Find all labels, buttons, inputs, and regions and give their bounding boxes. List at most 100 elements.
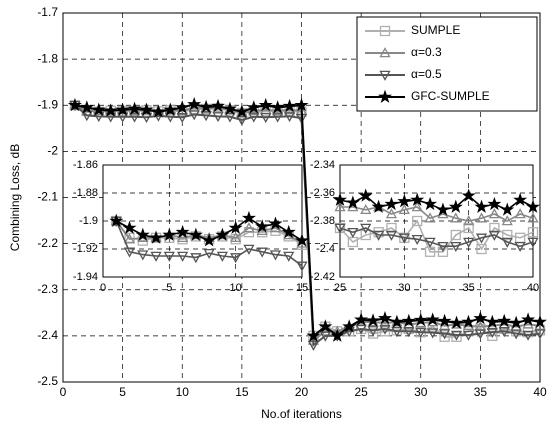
marker: [272, 112, 284, 123]
y-tick-label: -2.3: [37, 282, 58, 296]
marker: [521, 312, 536, 326]
marker: [127, 101, 142, 115]
marker: [270, 100, 285, 114]
legend-label: α=0.5: [411, 67, 442, 81]
marker: [123, 247, 136, 258]
marker: [379, 25, 391, 37]
marker: [527, 227, 539, 238]
marker: [509, 315, 524, 329]
inset-plot: -2.42 -2.4 -2.38 -2.36 -2.34 25 30 35 40: [310, 159, 540, 294]
marker: [307, 340, 320, 351]
marker: [378, 89, 392, 103]
marker: [319, 331, 331, 342]
marker: [386, 222, 397, 234]
x-tick-label: 40: [533, 385, 547, 399]
marker: [358, 188, 373, 202]
marker: [230, 234, 241, 245]
marker: [450, 241, 462, 253]
marker: [486, 327, 498, 339]
y-tick-label: -1.8: [37, 51, 58, 65]
marker: [527, 212, 539, 223]
marker: [135, 227, 150, 241]
x-tick-label: 35: [474, 385, 488, 399]
marker: [212, 112, 224, 123]
x-tick-label: 20: [295, 385, 309, 399]
marker: [514, 241, 526, 253]
y-tick-label: -2.4: [37, 328, 58, 342]
marker: [294, 97, 309, 112]
marker: [203, 248, 215, 260]
marker: [473, 311, 488, 325]
marker: [187, 96, 202, 111]
x-tick-label: 5: [166, 282, 172, 294]
marker: [424, 237, 436, 248]
marker: [241, 210, 256, 225]
marker: [367, 326, 379, 337]
marker: [439, 331, 450, 342]
marker: [137, 250, 149, 261]
marker: [281, 224, 296, 239]
marker: [163, 251, 175, 262]
marker: [296, 261, 308, 272]
marker: [123, 233, 136, 244]
marker: [162, 227, 177, 241]
legend-label: GFC-SUMPLE: [411, 89, 490, 103]
marker: [448, 199, 463, 213]
marker: [497, 313, 512, 328]
marker: [424, 212, 436, 223]
plot-frame: [339, 164, 534, 278]
marker: [200, 111, 212, 122]
marker: [423, 196, 438, 211]
marker: [360, 229, 371, 241]
series-line: [339, 194, 534, 211]
marker: [475, 233, 488, 244]
marker: [449, 315, 464, 329]
marker: [151, 104, 166, 118]
marker: [502, 229, 513, 241]
x-tick-label: 35: [463, 282, 475, 294]
marker: [330, 328, 345, 342]
marker: [175, 224, 190, 239]
marker: [188, 110, 200, 121]
series-line: [115, 220, 303, 267]
marker: [224, 112, 236, 123]
marker: [91, 102, 106, 116]
marker: [435, 202, 450, 216]
legend-label: α=0.3: [411, 45, 442, 59]
marker: [334, 201, 346, 212]
y-tick-label: -2.42: [310, 271, 335, 283]
marker: [269, 250, 282, 261]
marker: [211, 98, 226, 113]
marker: [258, 97, 273, 112]
x-tick-label: 10: [176, 385, 190, 399]
marker: [534, 329, 546, 340]
marker: [463, 215, 475, 226]
marker: [463, 222, 474, 234]
marker: [260, 112, 272, 124]
marker: [398, 233, 410, 244]
marker: [487, 196, 502, 211]
marker: [514, 208, 526, 219]
marker: [384, 196, 399, 211]
y-tick-label: -2.38: [310, 215, 335, 227]
marker: [163, 102, 178, 116]
marker: [403, 327, 415, 338]
marker: [526, 199, 540, 213]
y-tick-label: -1.9: [37, 97, 58, 111]
x-tick-label: 5: [119, 385, 126, 399]
marker: [475, 212, 488, 223]
marker: [334, 223, 346, 234]
marker: [255, 219, 270, 233]
marker: [139, 102, 154, 116]
marker: [437, 241, 449, 253]
marker: [215, 227, 230, 241]
marker: [385, 230, 398, 241]
marker: [489, 222, 500, 234]
marker: [461, 188, 476, 202]
y-tick-label: -2.5: [37, 374, 58, 388]
y-tick-label: -2.4: [316, 243, 335, 255]
marker: [128, 112, 141, 123]
marker: [510, 329, 522, 340]
marker: [67, 97, 82, 112]
marker: [488, 230, 501, 241]
